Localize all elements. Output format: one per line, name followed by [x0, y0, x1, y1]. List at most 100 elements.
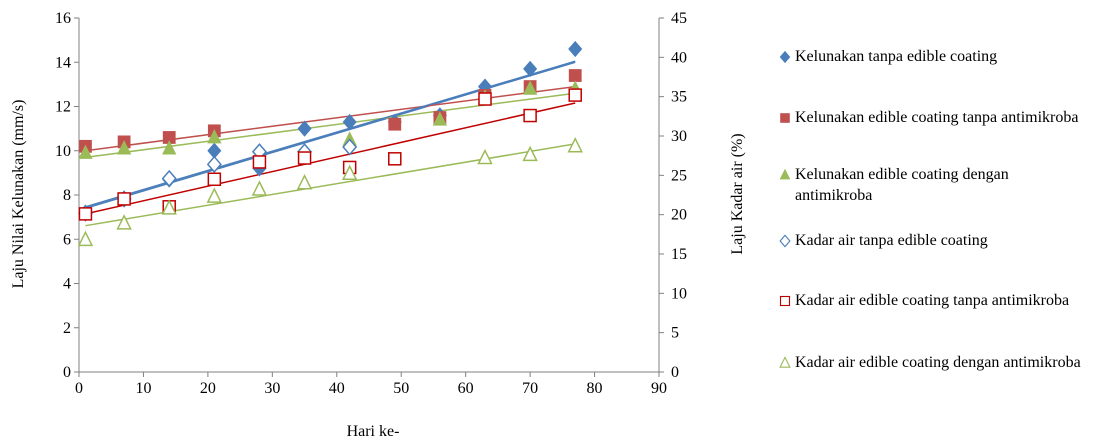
data-point-series-1 [342, 113, 357, 131]
y-right-axis-ticks: 0 5 10 15 20 25 30 35 40 45 [659, 10, 687, 381]
data-point-series-4 [161, 169, 177, 188]
legend-marker-shape [779, 234, 791, 248]
trend-line-3 [85, 92, 576, 159]
y-left-tick-label: 16 [55, 10, 71, 27]
y-left-tick-label: 0 [63, 364, 71, 381]
data-point-series-5 [252, 155, 267, 169]
legend-item: Kelunakan edible coating tanpa antimikro… [778, 107, 1078, 128]
data-point-series-5 [207, 172, 222, 187]
x-tick-label: 0 [75, 380, 83, 397]
x-tick-label: 10 [135, 380, 151, 397]
data-point-series-6 [341, 164, 358, 181]
data-point-series-6 [477, 148, 493, 165]
data-point-series-1 [568, 40, 583, 58]
y-right-tick-label: 45 [671, 10, 687, 27]
data-point-series-5 [117, 192, 131, 206]
y-right-tick-label: 20 [671, 207, 687, 224]
data-point-series-3 [78, 144, 93, 159]
data-point-series-2 [388, 117, 402, 131]
data-point-series-4 [342, 138, 358, 156]
x-tick-label: 80 [587, 380, 603, 397]
y-left-tick-label: 10 [55, 143, 71, 160]
legend-item: Kelunakan tanpa edible coating [778, 46, 997, 67]
y-left-tick-label: 4 [63, 276, 71, 293]
data-point-series-3 [116, 140, 132, 155]
x-tick-label: 50 [393, 380, 409, 397]
legend-marker [779, 295, 791, 307]
data-point-series-5 [523, 108, 537, 123]
data-point-series-1 [297, 120, 312, 137]
y-right-tick-label: 15 [671, 246, 687, 263]
y-left-axis-ticks: 0 2 4 6 8 10 12 14 16 [55, 10, 79, 381]
y-right-tick-label: 40 [671, 49, 687, 66]
y-right-tick-label: 35 [671, 89, 687, 106]
legend-marker-shape [779, 356, 791, 368]
data-point-series-5 [388, 152, 402, 166]
y-right-tick-label: 30 [671, 128, 687, 145]
x-axis-title: Hari ke- [347, 423, 400, 440]
y-left-tick-label: 6 [63, 231, 71, 248]
x-tick-label: 70 [522, 380, 538, 397]
data-point-series-3 [432, 111, 448, 126]
trend-lines [85, 60, 576, 227]
legend-label: Kadar air edible coating tanpa antimikro… [795, 292, 1070, 309]
y-right-tick-label: 10 [671, 285, 687, 302]
data-point-series-6 [296, 174, 313, 190]
x-tick-label: 40 [329, 380, 345, 397]
data-point-series-4 [206, 155, 222, 173]
data-point-series-6 [77, 230, 94, 247]
data-point-series-5 [478, 92, 492, 106]
legend-marker [780, 113, 790, 123]
y-right-tick-label: 0 [671, 364, 679, 381]
legend-item: Kadar air edible coating tanpa antimikro… [778, 290, 1069, 311]
legend-label: Kadar air tanpa edible coating [795, 232, 988, 249]
x-tick-label: 60 [458, 380, 474, 397]
x-axis-ticks: 0 10 20 30 40 50 60 70 80 90 [75, 372, 667, 397]
data-point-series-5 [78, 207, 93, 221]
data-point-series-6 [251, 180, 268, 196]
legend-marker [779, 356, 791, 368]
data-point-series-6 [116, 214, 132, 230]
y-left-tick-label: 8 [63, 187, 71, 204]
data-point-series-5 [568, 88, 582, 102]
legend-item: Kadar air edible coating dengan antimikr… [778, 352, 1081, 373]
x-tick-label: 20 [200, 380, 216, 397]
trend-line-2 [85, 85, 576, 152]
legend-label: Kelunakan edible coating tanpa antimikro… [795, 109, 1079, 126]
y-right-axis-title: Laju Kadar air (%) [729, 133, 746, 254]
legend-marker [779, 168, 791, 180]
legend-marker [779, 50, 791, 64]
y-right-tick-label: 5 [671, 325, 679, 342]
legend-label: Kelunakan edible coating dengan antimikr… [795, 166, 1009, 204]
data-point-series-5 [297, 151, 312, 165]
trend-line-1 [85, 61, 576, 209]
data-point-series-3 [522, 80, 538, 95]
legend-marker-shape [779, 295, 791, 307]
data-point-series-6 [206, 187, 223, 203]
data-point-series-1 [523, 60, 538, 77]
y-left-tick-label: 2 [63, 320, 71, 337]
y-left-tick-label: 14 [55, 54, 71, 71]
y-left-axis-title: Laju Nilai Kelunakan (mm/s) [10, 100, 27, 289]
data-point-series-3 [162, 140, 177, 155]
data-point-series-6 [161, 199, 177, 215]
legend-marker-shape [780, 113, 790, 123]
legend-label: Kelunakan tanpa edible coating [795, 48, 998, 65]
x-tick-label: 90 [651, 380, 667, 397]
legend-marker-shape [779, 168, 791, 180]
data-points [77, 40, 583, 247]
data-point-series-3 [207, 129, 222, 144]
x-tick-label: 30 [264, 380, 280, 397]
trend-line-5 [85, 102, 576, 215]
y-right-tick-label: 25 [671, 167, 687, 184]
data-point-series-6 [567, 137, 583, 153]
data-point-series-6 [522, 145, 538, 162]
y-left-tick-label: 12 [55, 99, 71, 116]
legend-marker [779, 234, 791, 248]
legend-item: Kelunakan edible coating dengan antimikr… [778, 164, 1085, 206]
legend-label: Kadar air edible coating dengan antimikr… [795, 354, 1081, 371]
data-point-series-2 [568, 69, 582, 82]
legend-marker-shape [779, 50, 791, 64]
legend-item: Kadar air tanpa edible coating [778, 230, 988, 251]
